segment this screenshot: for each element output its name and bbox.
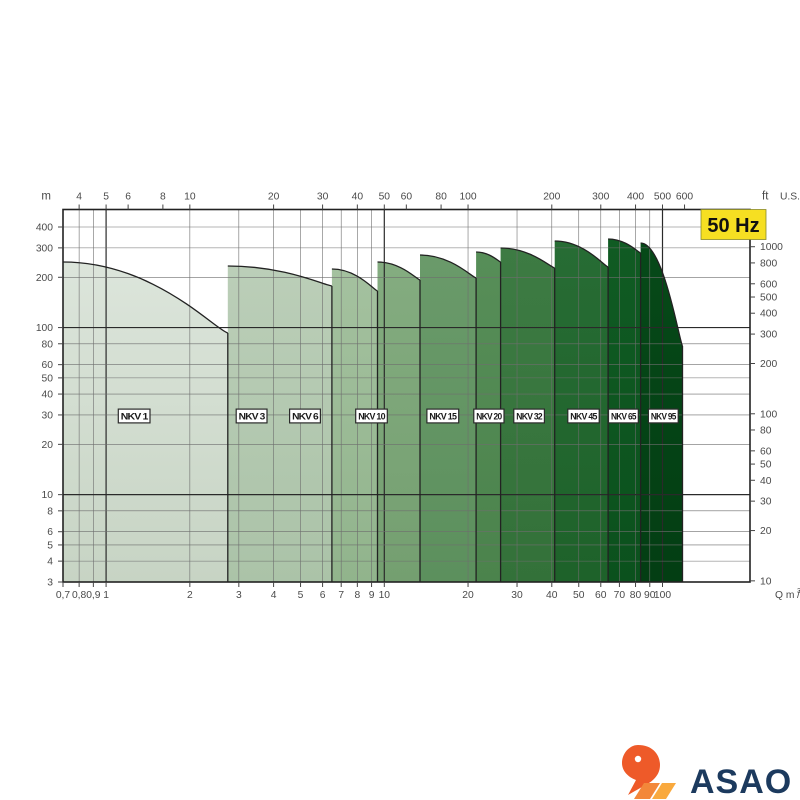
- svg-text:50: 50: [379, 192, 391, 203]
- svg-text:30: 30: [317, 192, 329, 203]
- svg-text:100: 100: [459, 192, 476, 203]
- svg-text:5: 5: [103, 192, 109, 203]
- svg-text:500: 500: [760, 293, 777, 304]
- svg-text:50 Hz: 50 Hz: [707, 215, 759, 237]
- svg-text:6: 6: [47, 527, 53, 538]
- svg-text:100: 100: [36, 323, 53, 334]
- svg-text:50: 50: [42, 373, 54, 384]
- svg-text:20: 20: [462, 590, 474, 601]
- svg-text:5: 5: [298, 590, 304, 601]
- svg-text:10: 10: [760, 576, 772, 587]
- svg-text:20: 20: [268, 192, 280, 203]
- svg-text:30: 30: [42, 410, 54, 421]
- svg-text:3: 3: [236, 590, 242, 601]
- svg-text:8: 8: [47, 506, 53, 517]
- svg-text:NKV 65: NKV 65: [611, 412, 637, 423]
- svg-text:50: 50: [573, 590, 585, 601]
- svg-text:300: 300: [36, 243, 53, 254]
- svg-text:80: 80: [760, 425, 772, 436]
- svg-text:ft: ft: [762, 191, 769, 203]
- svg-text:30: 30: [760, 497, 772, 508]
- svg-text:m: m: [41, 191, 51, 203]
- svg-text:4: 4: [47, 557, 53, 568]
- svg-text:8: 8: [160, 192, 166, 203]
- svg-text:10: 10: [42, 490, 54, 501]
- svg-text:50: 50: [760, 460, 772, 471]
- svg-text:200: 200: [543, 192, 560, 203]
- svg-text:200: 200: [36, 273, 53, 284]
- svg-text:800: 800: [760, 258, 777, 269]
- svg-text:NKV 6: NKV 6: [292, 412, 318, 423]
- svg-text:60: 60: [595, 590, 607, 601]
- svg-text:Q m: Q m: [775, 590, 794, 601]
- svg-text:NKV 10: NKV 10: [358, 412, 385, 423]
- svg-text:6: 6: [125, 192, 131, 203]
- svg-text:2: 2: [187, 590, 193, 601]
- svg-text:4: 4: [76, 192, 82, 203]
- svg-text:6: 6: [320, 590, 326, 601]
- svg-text:500: 500: [654, 192, 671, 203]
- svg-text:600: 600: [676, 192, 693, 203]
- svg-text:300: 300: [760, 330, 777, 341]
- svg-text:ASAO: ASAO: [690, 763, 792, 800]
- svg-text:NKV 20: NKV 20: [476, 412, 502, 423]
- svg-text:NKV 1: NKV 1: [121, 412, 149, 423]
- svg-text:40: 40: [546, 590, 558, 601]
- svg-text:40: 40: [760, 476, 772, 487]
- svg-text:400: 400: [760, 309, 777, 320]
- svg-text:100: 100: [760, 409, 777, 420]
- svg-text:20: 20: [760, 526, 772, 537]
- svg-text:NKV 15: NKV 15: [429, 412, 457, 423]
- svg-text:5: 5: [47, 540, 53, 551]
- svg-text:40: 40: [352, 192, 364, 203]
- svg-text:60: 60: [401, 192, 413, 203]
- svg-text:60: 60: [42, 360, 54, 371]
- svg-text:NKV 45: NKV 45: [570, 412, 598, 423]
- svg-text:300: 300: [592, 192, 609, 203]
- svg-text:1: 1: [103, 590, 109, 601]
- svg-text:3: 3: [47, 578, 53, 589]
- svg-text:400: 400: [627, 192, 644, 203]
- svg-text:1000: 1000: [760, 242, 783, 253]
- svg-text:10: 10: [184, 192, 196, 203]
- svg-text:400: 400: [36, 223, 53, 234]
- svg-text:0,8: 0,8: [72, 590, 87, 601]
- svg-text:70: 70: [614, 590, 626, 601]
- svg-text:100: 100: [654, 590, 671, 601]
- svg-text:600: 600: [760, 279, 777, 290]
- svg-text:10: 10: [379, 590, 391, 601]
- svg-text:0,9: 0,9: [86, 590, 101, 601]
- svg-text:U.S. gpm: U.S. gpm: [780, 192, 800, 203]
- svg-text:NKV 32: NKV 32: [516, 412, 542, 423]
- svg-text:7: 7: [338, 590, 344, 601]
- svg-text:4: 4: [271, 590, 277, 601]
- svg-text:30: 30: [511, 590, 523, 601]
- svg-text:80: 80: [435, 192, 447, 203]
- svg-text:9: 9: [369, 590, 375, 601]
- svg-text:0,7: 0,7: [56, 590, 71, 601]
- svg-text:80: 80: [630, 590, 642, 601]
- svg-text:8: 8: [354, 590, 360, 601]
- svg-text:NKV 3: NKV 3: [239, 412, 265, 423]
- svg-text:80: 80: [42, 339, 54, 350]
- svg-text:NKV 95: NKV 95: [651, 412, 677, 423]
- svg-text:200: 200: [760, 359, 777, 370]
- svg-text:60: 60: [760, 446, 772, 457]
- svg-text:40: 40: [42, 390, 54, 401]
- svg-text:20: 20: [42, 440, 54, 451]
